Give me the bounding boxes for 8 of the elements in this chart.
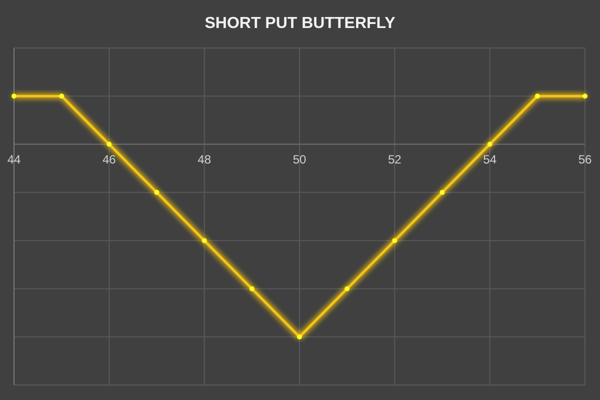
x-tick-label: 46 bbox=[102, 152, 116, 166]
x-tick-label: 48 bbox=[198, 152, 212, 166]
x-tick-label: 44 bbox=[7, 152, 21, 166]
x-tick-label: 56 bbox=[578, 152, 592, 166]
x-tick-label: 54 bbox=[483, 152, 497, 166]
x-tick-label: 52 bbox=[388, 152, 402, 166]
x-tick-label: 50 bbox=[292, 152, 306, 166]
chart-title: SHORT PUT BUTTERFLY bbox=[204, 15, 396, 32]
